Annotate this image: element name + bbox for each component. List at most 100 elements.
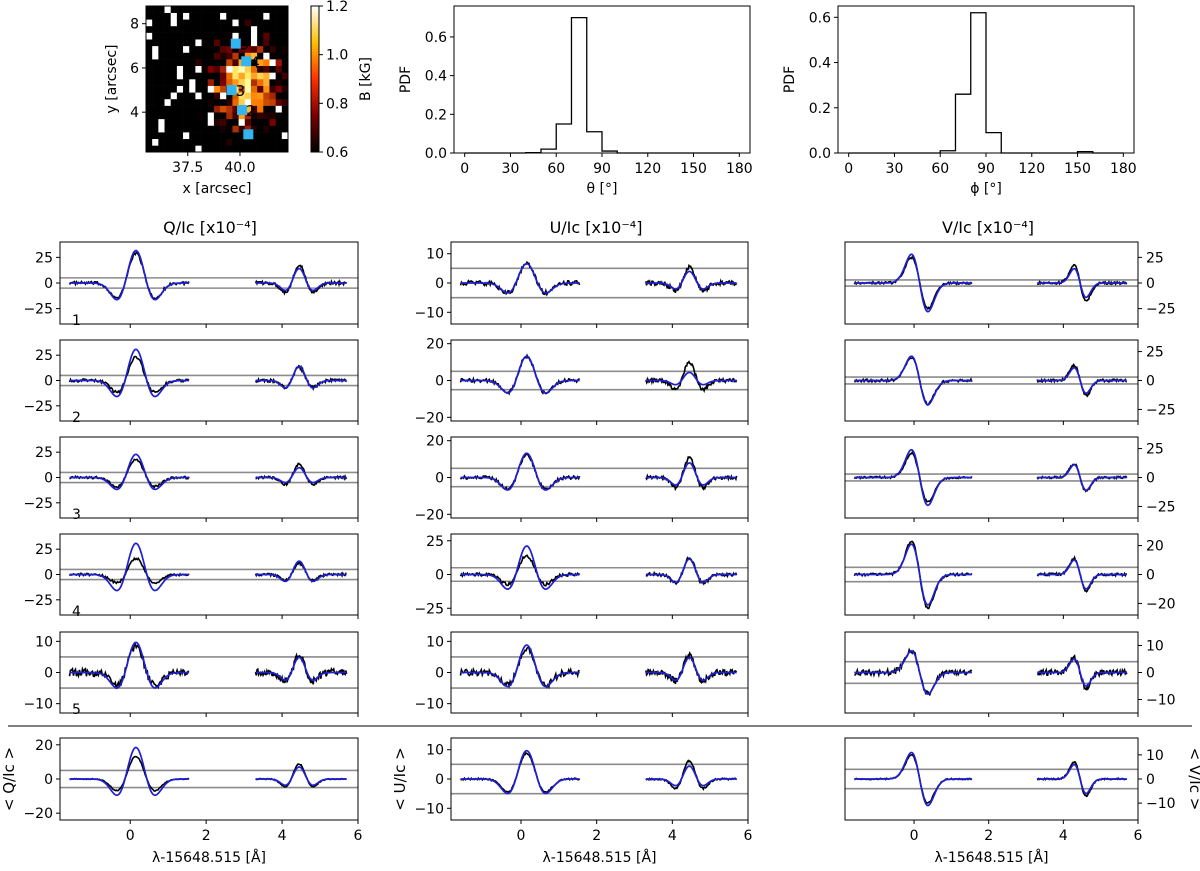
map-pixel: [207, 145, 215, 153]
map-pixel: [275, 65, 283, 73]
r5-V-y-tick-label: 0: [1146, 666, 1155, 682]
map-pixel: [158, 12, 165, 20]
map-pixel: [189, 32, 196, 40]
map-pixel: [189, 79, 196, 86]
map-pixel: [238, 45, 246, 53]
map-pixel: [281, 12, 289, 20]
r5-V-y-tick-label: 10: [1146, 639, 1164, 655]
map-pixel: [176, 25, 184, 33]
map-pixel: [232, 65, 239, 73]
map-pixel: [213, 12, 221, 20]
map-pixel: [213, 132, 221, 140]
map-pixel: [164, 118, 171, 126]
map-x-tick-label: 37.5: [172, 160, 203, 176]
map-pixel: [152, 145, 159, 153]
r3-U-observed-line: [645, 455, 738, 492]
r3-Q-y-tick-label: 25: [35, 445, 53, 461]
map-pixel: [269, 32, 276, 40]
map-pixel: [195, 85, 202, 93]
map-pixel: [201, 25, 209, 33]
map-pixel: [263, 132, 270, 140]
map-pixel: [195, 12, 202, 20]
map-pixel: [183, 65, 190, 73]
r2-Q-fit-line: [69, 348, 190, 398]
r5-V-fit-line: [1037, 658, 1127, 687]
map-pixel: [244, 19, 252, 27]
theta-x-tick-label: 60: [547, 161, 565, 177]
r1-Q-fit-line: [255, 267, 347, 292]
map-pixel: [207, 98, 215, 106]
map-pixel: [183, 118, 190, 126]
r6-U-y-tick-label: 0: [435, 772, 444, 788]
map-pixel: [183, 32, 190, 40]
map-pixel: [281, 19, 289, 27]
map-pixel: [232, 25, 239, 33]
r1-U-y-tick-label: 0: [435, 276, 444, 292]
r2-U-observed-line: [645, 360, 738, 394]
map-pixel: [275, 105, 283, 113]
map-pixel: [183, 132, 190, 140]
r5-V-fit-line: [854, 650, 972, 696]
map-pixel: [232, 145, 239, 153]
map-pixel: [281, 32, 289, 40]
map-pixel: [195, 6, 202, 13]
map-pixel: [250, 19, 258, 27]
map-pixel: [189, 85, 196, 93]
map-pixel: [238, 12, 246, 20]
map-pixel: [189, 12, 196, 20]
r1-Q-observed-line: [68, 250, 190, 301]
map-pixel: [146, 32, 153, 40]
map-pixel: [275, 72, 283, 80]
colorbar-label: B [kG]: [358, 57, 374, 101]
r3-Q-frame: [59, 436, 359, 519]
map-pixel: [164, 45, 171, 53]
r3-V-y-tick-label: 0: [1146, 471, 1155, 487]
map-pixel: [220, 25, 227, 33]
row-label-1: 1: [72, 313, 81, 329]
map-pixel: [158, 98, 165, 106]
map-pixel: [226, 25, 233, 33]
map-pixel: [213, 52, 221, 60]
phi-x-label: ϕ [°]: [970, 181, 1002, 197]
map-pixel: [170, 12, 178, 20]
map-pixel: [183, 19, 190, 27]
r5-U-frame: [450, 631, 749, 714]
r5-U-y-tick-label: 10: [426, 634, 444, 650]
map-y-tick-label: 8: [130, 17, 139, 33]
map-pixel: [146, 112, 153, 120]
map-pixel: [146, 105, 153, 113]
map-pixel: [146, 12, 153, 20]
map-pixel: [158, 145, 165, 153]
map-pixel: [263, 72, 270, 80]
map-pixel: [201, 59, 209, 67]
phi-histogram-step: [848, 12, 1124, 154]
r2-U-y-tick-label: 0: [435, 374, 444, 390]
map-pixel: [201, 12, 209, 20]
map-pixel: [164, 145, 171, 153]
r4-Q-y-tick-label: 0: [44, 568, 53, 584]
map-pixel: [195, 32, 202, 40]
map-pixel: [152, 132, 159, 140]
r5-Q-y-tick-label: 0: [44, 666, 53, 682]
map-pixel: [220, 45, 227, 53]
map-pixel: [281, 52, 289, 60]
map-pixel: [275, 52, 283, 60]
map-pixel: [213, 125, 221, 133]
map-pixel: [201, 98, 209, 106]
map-pixel: [207, 92, 215, 100]
map-pixel: [170, 65, 178, 73]
map-pixel: [158, 25, 165, 33]
map-pixel: [232, 12, 239, 20]
map-pixel: [201, 32, 209, 40]
r1-Q-frame: [59, 241, 359, 325]
r4-U-frame: [450, 533, 749, 616]
map-pixel: [263, 12, 270, 20]
r1-U-fit-line: [645, 270, 737, 290]
r6-U-x-tick-label: 0: [517, 828, 526, 844]
map-pixel: [176, 32, 184, 40]
map-pixel: [232, 98, 239, 106]
r1-U-frame: [450, 241, 749, 325]
q-column-title: Q/Iᴄ [x10⁻⁴]: [163, 218, 257, 237]
r3-V-y-tick-label: 25: [1146, 442, 1164, 458]
map-pixel: [281, 112, 289, 120]
